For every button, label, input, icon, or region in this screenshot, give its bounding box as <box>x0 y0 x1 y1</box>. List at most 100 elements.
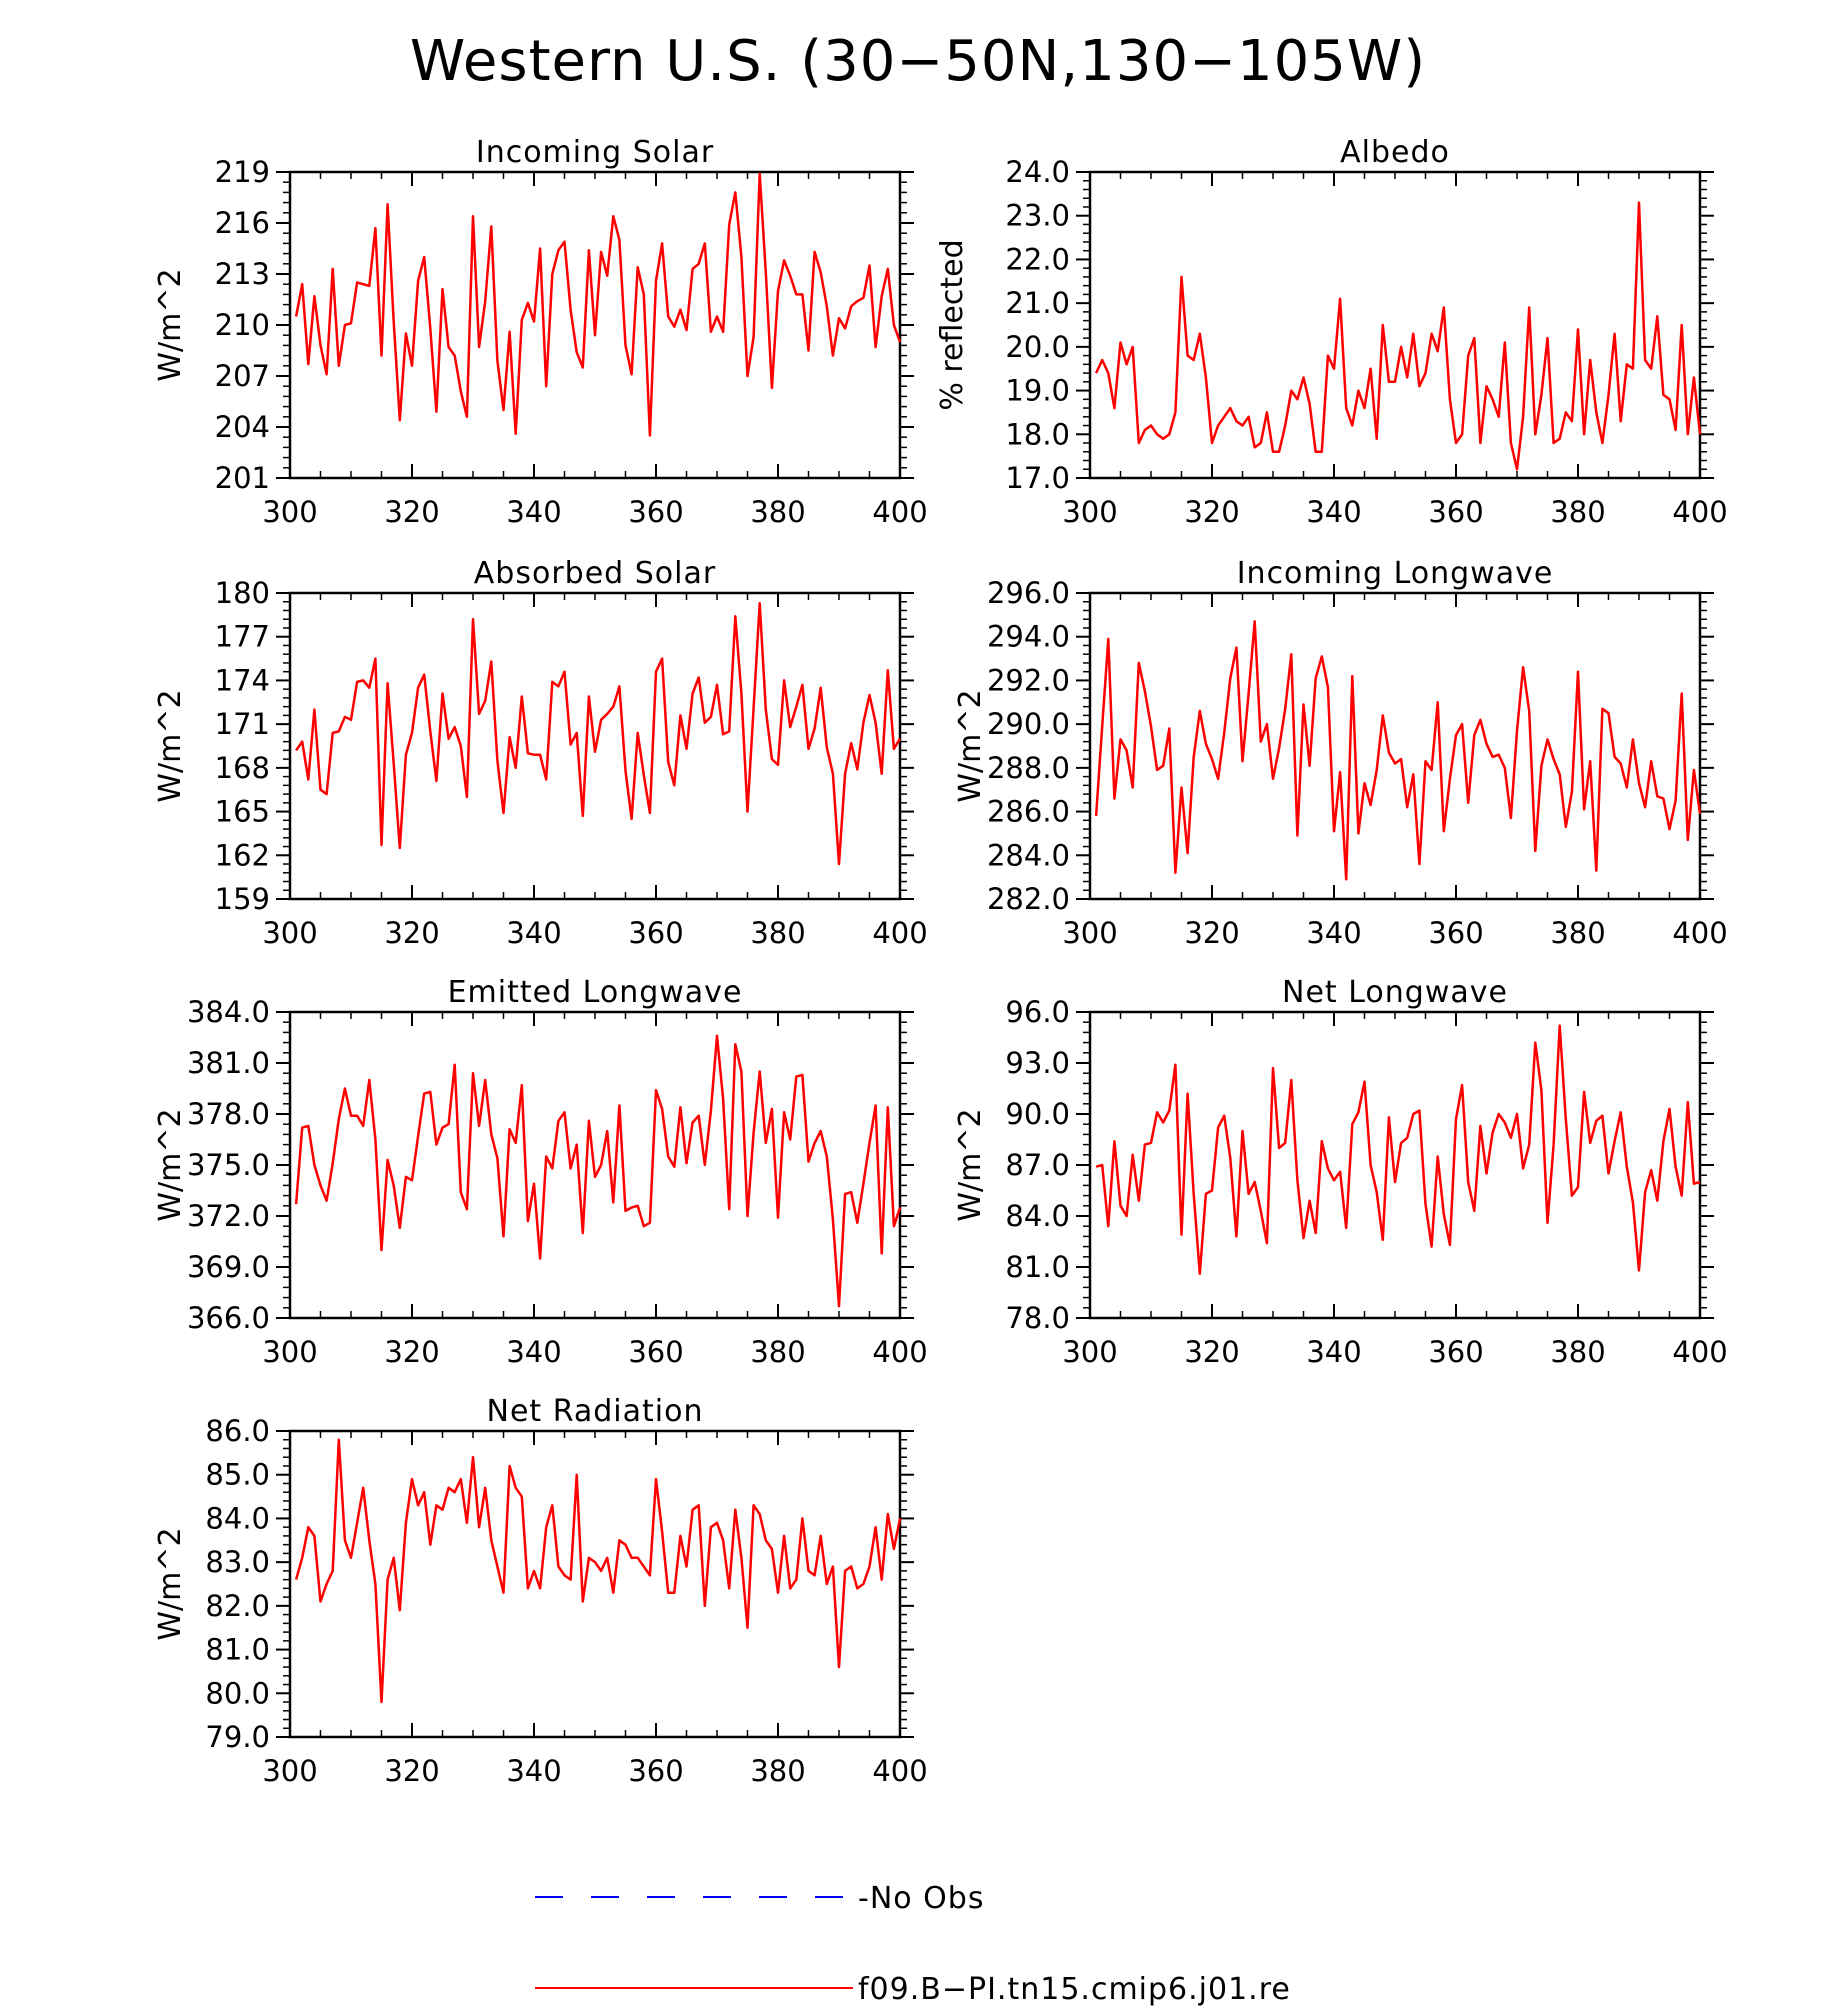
panel-absorbed-solar: 300 320 340 360 380 400 159 162 165 168 171 174 177 1… <box>153 556 928 950</box>
x-tick-label: 320 <box>1184 916 1239 950</box>
x-tick-label: 320 <box>384 916 439 950</box>
plot-frame <box>1088 170 1702 480</box>
y-tick-label: 282.0 <box>987 882 1070 916</box>
x-tick-label: 360 <box>628 1335 683 1369</box>
y-tick-label: 201 <box>215 461 270 495</box>
panel-title: Emitted Longwave <box>448 975 743 1010</box>
y-tick-label: 22.0 <box>1005 242 1070 276</box>
y-tick-label: 162 <box>215 838 270 872</box>
y-tick-label: 19.0 <box>1005 374 1070 408</box>
y-tick-label: 284.0 <box>987 838 1070 872</box>
y-tick-label: 292.0 <box>987 663 1070 697</box>
x-tick-label: 360 <box>1428 495 1483 529</box>
series-line <box>295 601 902 866</box>
y-tick-label: 288.0 <box>987 751 1070 785</box>
x-tick-label: 360 <box>1428 916 1483 950</box>
y-tick-label: 296.0 <box>987 576 1070 610</box>
panel-net-longwave: 300 320 340 360 380 400 78.0 81.0 84.0 87.0 90.0 93… <box>953 975 1728 1369</box>
y-tick-label: 96.0 <box>1005 995 1070 1029</box>
y-tick-label: 168 <box>215 751 270 785</box>
y-axis-label: W/m^2 <box>153 1527 188 1640</box>
y-axis-label: W/m^2 <box>153 1108 188 1221</box>
panel-title: Albedo <box>1340 135 1450 170</box>
x-tick-label: 320 <box>384 1335 439 1369</box>
y-tick-label: 85.0 <box>205 1458 270 1492</box>
x-tick-label: 380 <box>750 916 805 950</box>
legend: -No Obs f09.B−PI.tn15.cmip6.j01.re <box>535 1881 1290 2007</box>
y-tick-label: 83.0 <box>205 1545 270 1579</box>
y-tick-label: 378.0 <box>187 1097 270 1131</box>
x-tick-label: 340 <box>1306 1335 1361 1369</box>
x-tick-label: 360 <box>628 916 683 950</box>
x-tick-label: 340 <box>506 916 561 950</box>
series-line <box>294 1438 902 1704</box>
x-tick-label: 380 <box>750 1754 805 1788</box>
legend-label-no-obs: -No Obs <box>858 1881 984 1916</box>
x-tick-label: 380 <box>1550 916 1605 950</box>
y-tick-label: 81.0 <box>205 1633 270 1667</box>
y-axis-label: W/m^2 <box>153 689 188 802</box>
y-tick-label: 24.0 <box>1005 155 1070 189</box>
x-tick-label: 300 <box>262 1754 317 1788</box>
y-axis-label: W/m^2 <box>953 1108 988 1221</box>
y-tick-label: 219 <box>215 155 270 189</box>
y-tick-label: 177 <box>215 620 270 654</box>
y-tick-label: 213 <box>215 257 270 291</box>
panel-title: Absorbed Solar <box>474 556 716 591</box>
y-tick-label: 165 <box>215 795 270 829</box>
y-tick-label: 204 <box>215 410 270 444</box>
y-tick-label: 171 <box>215 707 270 741</box>
y-tick-label: 174 <box>215 663 270 697</box>
y-tick-label: 81.0 <box>1005 1250 1070 1284</box>
series-line <box>1094 201 1702 471</box>
plot-frame <box>288 1010 902 1320</box>
y-tick-label: 82.0 <box>205 1589 270 1623</box>
y-tick-label: 372.0 <box>187 1199 270 1233</box>
panel-net-radiation: 300 320 340 360 380 400 79.0 80.0 81.0 82.0 83.0 84… <box>153 1394 928 1788</box>
panel-albedo: 300 320 340 360 380 400 17.0 18.0 19.0 20.0 21.0 22… <box>935 135 1728 529</box>
x-tick-label: 300 <box>262 495 317 529</box>
y-tick-label: 384.0 <box>187 995 270 1029</box>
y-tick-label: 159 <box>215 882 270 916</box>
x-tick-label: 400 <box>1672 495 1727 529</box>
y-tick-label: 87.0 <box>1005 1148 1070 1182</box>
y-tick-label: 17.0 <box>1005 461 1070 495</box>
y-tick-label: 23.0 <box>1005 199 1070 233</box>
y-tick-label: 366.0 <box>187 1301 270 1335</box>
y-tick-label: 210 <box>215 308 270 342</box>
x-tick-label: 340 <box>1306 916 1361 950</box>
x-tick-label: 360 <box>628 1754 683 1788</box>
x-tick-label: 320 <box>384 1754 439 1788</box>
y-tick-label: 290.0 <box>987 707 1070 741</box>
series-line <box>1095 1024 1701 1276</box>
y-tick-label: 369.0 <box>187 1250 270 1284</box>
y-tick-label: 84.0 <box>1005 1199 1070 1233</box>
x-tick-label: 400 <box>872 495 927 529</box>
x-tick-label: 400 <box>872 1754 927 1788</box>
panel-emitted-longwave: 300 320 340 360 380 400 366.0 369.0 372.0 375.0 37… <box>153 975 928 1369</box>
series-line <box>294 172 902 437</box>
x-tick-label: 380 <box>1550 1335 1605 1369</box>
y-tick-label: 20.0 <box>1005 330 1070 364</box>
panel-title: Incoming Longwave <box>1237 556 1554 591</box>
x-tick-label: 380 <box>1550 495 1605 529</box>
panel-incoming-longwave: 300 320 340 360 380 400 282.0 284.0 286.0 288.0 29… <box>953 556 1728 950</box>
y-tick-label: 18.0 <box>1005 417 1070 451</box>
x-tick-label: 320 <box>1184 495 1239 529</box>
x-tick-label: 400 <box>1672 1335 1727 1369</box>
series-line <box>294 1034 902 1308</box>
y-tick-label: 80.0 <box>205 1676 270 1710</box>
y-tick-label: 180 <box>215 576 270 610</box>
y-tick-label: 375.0 <box>187 1148 270 1182</box>
y-tick-label: 381.0 <box>187 1046 270 1080</box>
y-tick-label: 86.0 <box>205 1414 270 1448</box>
x-tick-label: 360 <box>628 495 683 529</box>
x-tick-label: 380 <box>750 495 805 529</box>
y-axis-label: % reflected <box>935 239 970 410</box>
panels-group: 300 320 340 360 380 400 201 204 207 210 213 216 219 I… <box>153 135 1728 1788</box>
y-tick-label: 90.0 <box>1005 1097 1070 1131</box>
x-tick-label: 300 <box>262 1335 317 1369</box>
x-tick-label: 340 <box>506 1335 561 1369</box>
series-line <box>1094 620 1702 881</box>
